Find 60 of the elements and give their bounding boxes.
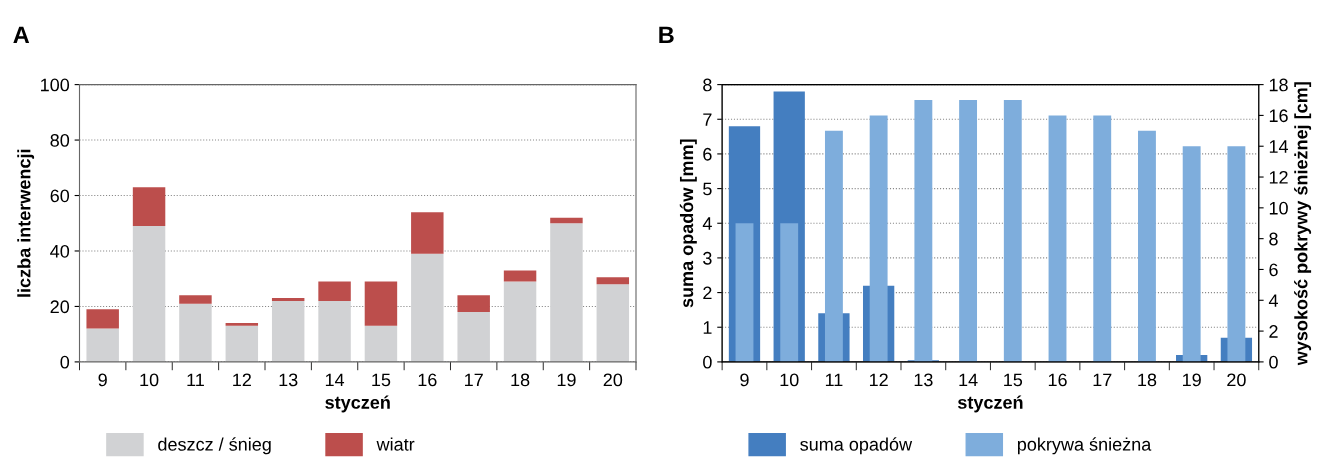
x-tick-label: 19	[557, 373, 576, 387]
y2-tick-label: 16	[1269, 109, 1288, 123]
y-tick-label: 80	[50, 133, 70, 147]
y2-tick-label: 18	[1269, 78, 1288, 92]
y-tick-label: 2	[703, 286, 712, 300]
y-tick-label: 0	[60, 355, 70, 369]
legend-label: pokrywa śnieżna	[1017, 437, 1152, 455]
x-axis-title: styczeń	[325, 395, 390, 413]
x-tick-label: 9	[740, 373, 749, 387]
x-tick-label: 15	[372, 373, 391, 387]
x-axis-title: styczeń	[957, 395, 1023, 413]
x-tick-label: 12	[869, 373, 888, 387]
y2-tick-label: 2	[1269, 325, 1278, 338]
y-tick-label: 4	[702, 217, 712, 230]
chart-title: B	[659, 26, 674, 43]
x-tick-label: 20	[1227, 373, 1246, 387]
y2-tick-label: 6	[1269, 263, 1278, 277]
x-tick-label: 17	[465, 373, 483, 387]
x-tick-label: 14	[959, 373, 978, 387]
y2-tick-label: 10	[1269, 201, 1288, 215]
x-tick-label: 14	[325, 373, 345, 387]
y-tick-label: 1	[703, 321, 712, 334]
y-axis-title: liczba interwencji	[17, 149, 35, 297]
x-tick-label: 16	[1048, 373, 1067, 387]
x-tick-label: 9	[98, 373, 107, 387]
chart-title: A	[13, 26, 30, 43]
x-tick-label: 18	[511, 373, 530, 387]
x-tick-label: 20	[603, 373, 623, 387]
x-tick-label: 11	[825, 373, 843, 387]
y2-axis-title: wysokość pokrywy śnieżnej [cm]	[1294, 82, 1312, 366]
y-tick-label: 5	[703, 182, 712, 196]
y2-tick-label: 0	[1269, 355, 1278, 369]
x-tick-label: 16	[418, 373, 437, 387]
y-tick-label: 3	[703, 251, 712, 265]
y2-tick-label: 14	[1269, 140, 1289, 153]
y-tick-label: 0	[703, 355, 712, 369]
x-tick-label: 11	[187, 373, 204, 387]
y-axis-title: suma opadów [mm]	[679, 139, 697, 308]
x-tick-label: 12	[233, 373, 251, 387]
x-tick-label: 15	[1004, 373, 1023, 387]
y2-tick-label: 4	[1268, 294, 1278, 307]
legend-label: suma opadów	[800, 437, 913, 455]
x-tick-label: 10	[780, 373, 799, 387]
x-tick-label: 13	[914, 373, 933, 387]
x-tick-label: 10	[140, 373, 159, 387]
y-tick-label: 60	[50, 189, 70, 203]
x-tick-label: 17	[1093, 373, 1112, 387]
y-tick-label: 8	[703, 78, 712, 92]
y2-tick-label: 12	[1269, 170, 1288, 184]
y-tick-label: 6	[703, 147, 712, 161]
x-tick-label: 13	[279, 373, 298, 387]
y2-tick-label: 8	[1269, 232, 1278, 246]
y-tick-label: 7	[703, 113, 712, 126]
y-tick-label: 40	[50, 244, 70, 258]
legend-label: wiatr	[376, 437, 415, 451]
legend-label: deszcz / śnieg	[158, 437, 271, 455]
y-tick-label: 20	[50, 300, 70, 314]
y-tick-label: 100	[41, 78, 70, 92]
x-tick-label: 19	[1183, 373, 1201, 387]
x-tick-label: 18	[1138, 373, 1157, 387]
